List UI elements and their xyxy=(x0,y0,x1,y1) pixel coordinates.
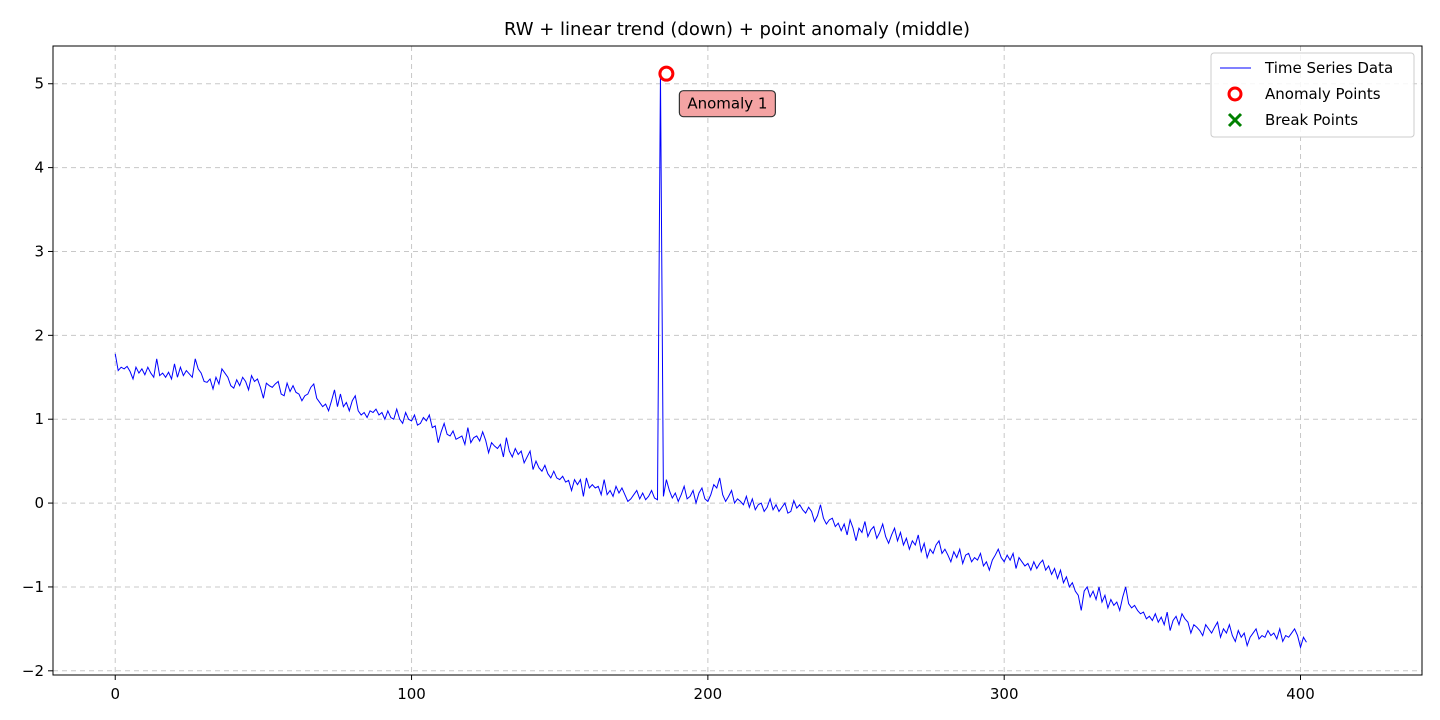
x-tick-label: 100 xyxy=(397,685,426,703)
y-tick-label: −2 xyxy=(22,662,44,680)
chart-title: RW + linear trend (down) + point anomaly… xyxy=(504,19,970,40)
anomaly-label-box xyxy=(678,90,776,118)
x-axis: 0 100 200 300 400 xyxy=(110,675,1315,703)
x-tick-label: 200 xyxy=(694,685,723,703)
y-tick-label: 0 xyxy=(34,494,44,512)
y-tick-label: 4 xyxy=(34,159,44,177)
anomaly-point xyxy=(658,65,675,82)
anomaly-layer: Anomaly 1 xyxy=(658,65,776,118)
legend-frame xyxy=(1210,52,1415,138)
y-tick-label: 3 xyxy=(34,242,44,260)
x-tick-label: 300 xyxy=(990,685,1019,703)
legend-label: Time Series Data xyxy=(1264,59,1393,77)
series-line-time-series-data xyxy=(114,73,1307,650)
legend-label: Break Points xyxy=(1265,111,1358,129)
y-tick-label: 1 xyxy=(34,410,44,428)
x-tick-label: 400 xyxy=(1286,685,1315,703)
y-axis: −2 −1 0 1 2 3 4 5 xyxy=(22,75,53,680)
plot-area-frame xyxy=(52,45,1423,676)
legend: Time Series Data Anomaly Points Break Poin… xyxy=(1210,52,1415,138)
legend-circle-marker xyxy=(1227,86,1243,102)
y-tick-label: −1 xyxy=(22,578,44,596)
legend-label: Anomaly Points xyxy=(1265,85,1381,103)
series-layer xyxy=(114,73,1307,650)
y-tick-label: 5 xyxy=(34,75,44,93)
y-tick-label: 2 xyxy=(34,326,44,344)
anomaly-label: Anomaly 1 xyxy=(687,95,767,113)
legend-x-marker xyxy=(1227,112,1243,128)
grid-lines xyxy=(53,46,1422,675)
x-tick-label: 0 xyxy=(110,685,120,703)
